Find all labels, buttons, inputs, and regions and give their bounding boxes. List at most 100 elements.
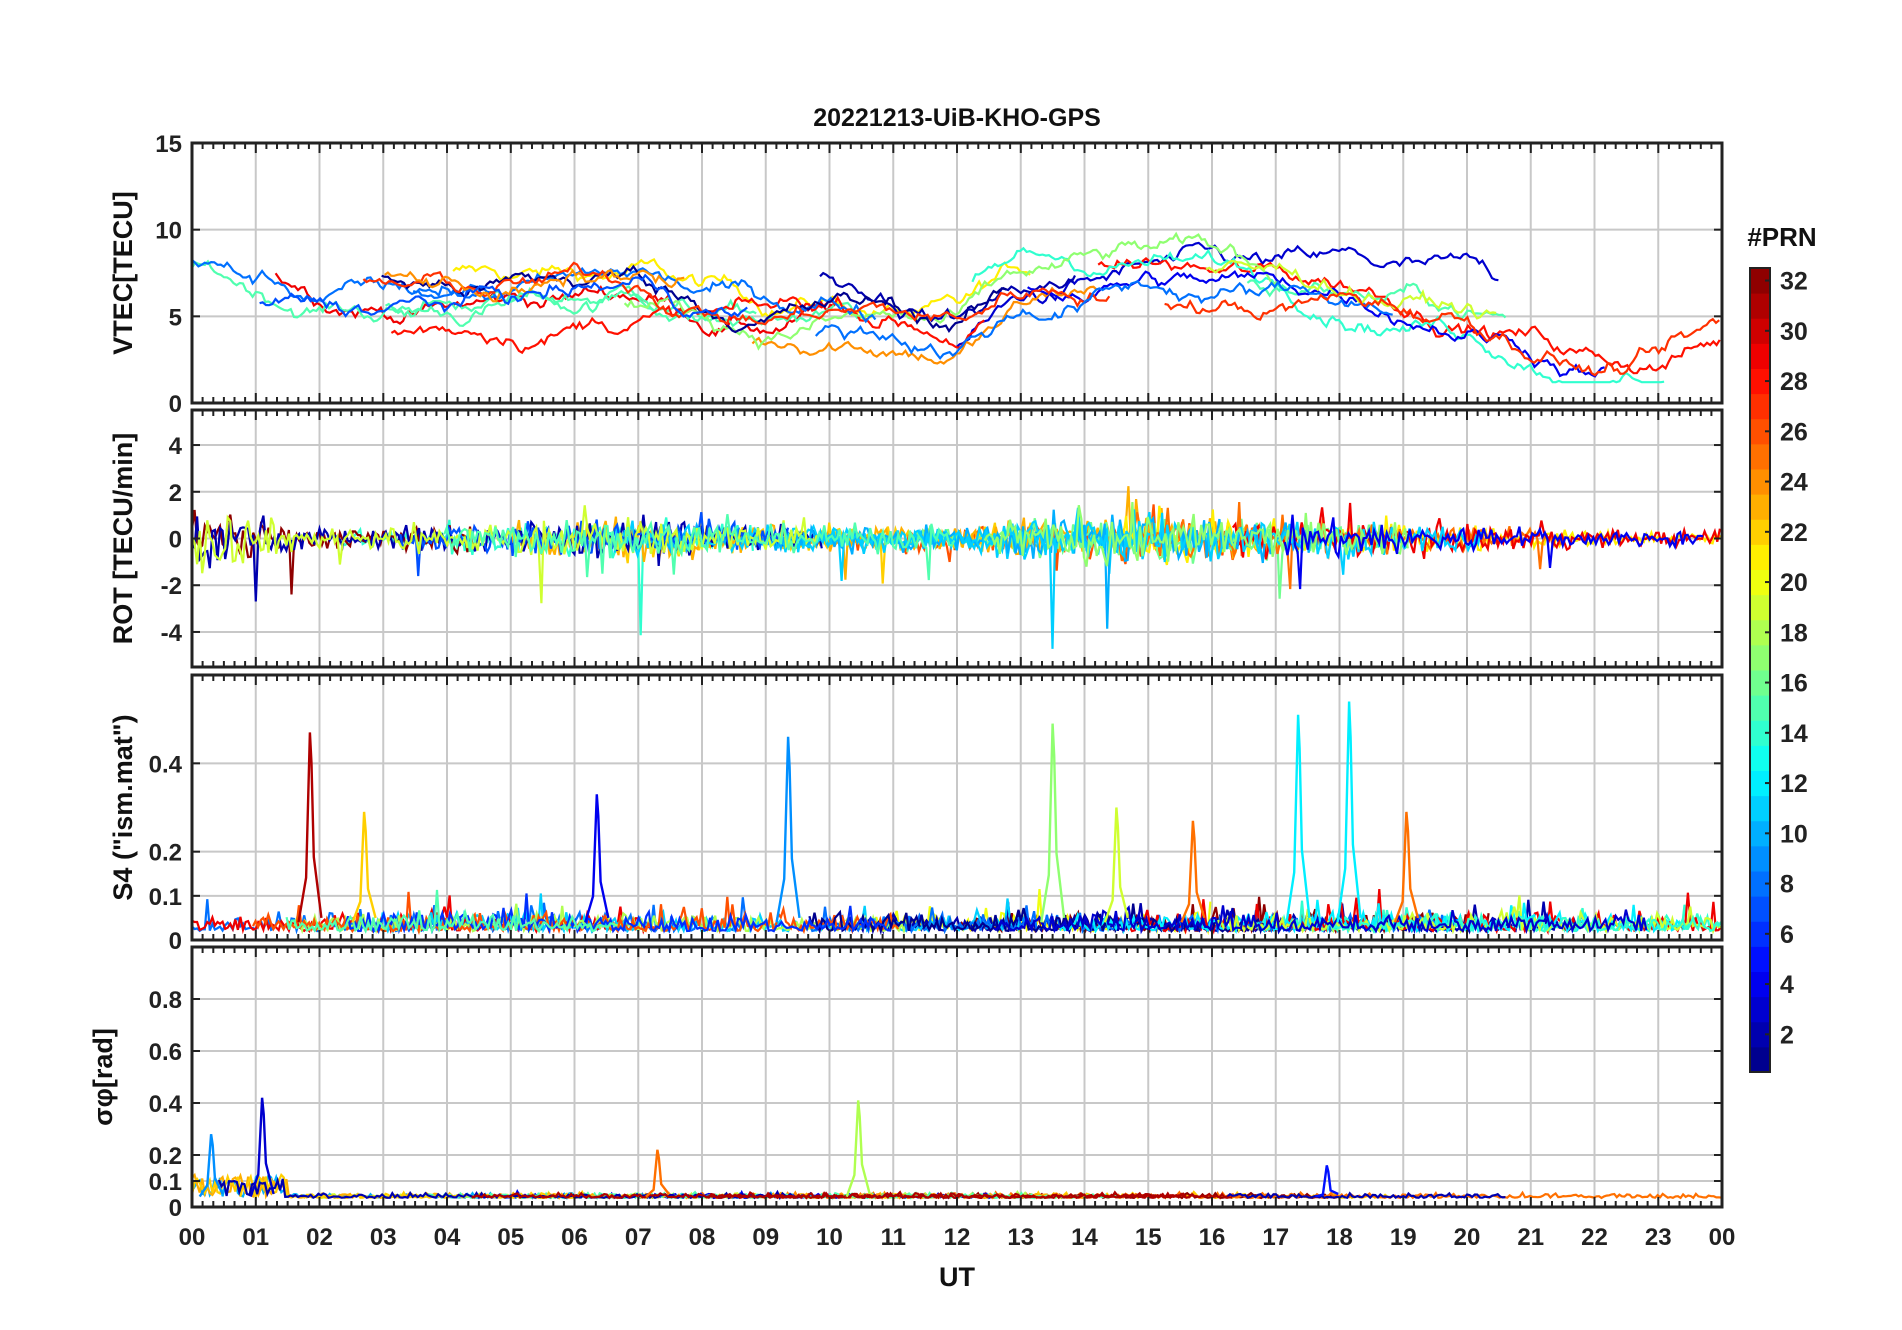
x-tick-label: 21 xyxy=(1517,1224,1544,1251)
colorbar-swatch xyxy=(1750,293,1770,319)
traces xyxy=(192,1097,1722,1201)
scintillation-peak xyxy=(584,794,610,923)
y-tick-label: -4 xyxy=(161,620,183,647)
colorbar-tick-label: 8 xyxy=(1780,871,1794,899)
prn-trace xyxy=(971,246,1665,384)
colorbar-tick-label: 22 xyxy=(1780,519,1808,547)
x-tick-label: 15 xyxy=(1135,1224,1162,1251)
scintillation-peak xyxy=(1314,1165,1339,1198)
traces xyxy=(192,231,1721,384)
y-tick-label: 4 xyxy=(169,433,183,460)
scintillation-peak xyxy=(775,736,801,923)
colorbar-swatch xyxy=(1750,996,1770,1023)
colorbar-swatch xyxy=(1750,594,1770,621)
x-axis-ticks: 00 01 02 03 04 05 06 07 08 09 10 11 12 13 14 15 16 17 18 19… xyxy=(179,1224,1736,1251)
y-tick-label: 5 xyxy=(169,304,182,331)
colorbar-swatch xyxy=(1750,268,1770,294)
prn-trace xyxy=(384,268,685,303)
prn-trace xyxy=(751,285,1098,365)
prn-trace xyxy=(192,509,474,595)
prn-trace xyxy=(992,904,1648,935)
colorbar-tick-label: 30 xyxy=(1780,318,1808,346)
x-tick-label: 00 xyxy=(1709,1224,1736,1251)
y-tick-label: 0.1 xyxy=(149,1169,182,1196)
y-tick-label: 10 xyxy=(155,218,182,245)
colorbar-swatch xyxy=(1750,393,1770,420)
colorbar-swatch xyxy=(1750,845,1770,872)
axis-ticks xyxy=(191,675,1723,940)
scintillation-peak xyxy=(249,1097,275,1197)
colorbar-swatch xyxy=(1750,544,1770,570)
prn-trace xyxy=(1205,259,1497,320)
x-tick-label: 01 xyxy=(242,1224,269,1251)
y-tick-label: 0.2 xyxy=(149,840,182,867)
colorbar-frame xyxy=(1749,267,1771,1073)
x-tick-label: 11 xyxy=(881,1224,906,1251)
x-tick-label: 05 xyxy=(497,1224,524,1251)
colorbar-title: #PRN xyxy=(1747,222,1816,252)
scintillation-peak xyxy=(1103,807,1129,923)
x-tick-label: 13 xyxy=(1007,1224,1034,1251)
scintillation-peak xyxy=(1393,811,1420,923)
x-tick-label: 22 xyxy=(1581,1224,1608,1251)
colorbar-swatch xyxy=(1750,469,1770,495)
colorbar-swatch xyxy=(1750,569,1770,596)
y-tick-label: 0 xyxy=(169,928,182,955)
y-axis-label: VTEC[TECU] xyxy=(108,191,138,355)
x-tick-label: 12 xyxy=(944,1224,971,1251)
scintillation-peak xyxy=(645,1149,670,1198)
x-tick-label: 03 xyxy=(370,1224,397,1251)
x-tick-label: 19 xyxy=(1390,1224,1417,1251)
scintillation-peak xyxy=(845,1100,871,1198)
y-tick-label: 0 xyxy=(169,1195,182,1222)
prn-trace xyxy=(192,259,496,304)
prn-trace xyxy=(259,273,748,319)
prn-trace xyxy=(452,257,1031,319)
colorbar-swatch xyxy=(1750,770,1770,797)
prn-trace xyxy=(274,272,834,338)
x-tick-label: 07 xyxy=(625,1224,652,1251)
colorbar-swatch xyxy=(1750,795,1770,822)
y-tick-label: 0.2 xyxy=(149,1143,182,1170)
colorbar-tick-label: 18 xyxy=(1780,619,1808,647)
x-tick-label: 16 xyxy=(1199,1224,1226,1251)
prn-trace xyxy=(1226,1191,1506,1200)
prn-trace xyxy=(955,241,1499,348)
colorbar-swatch xyxy=(1750,318,1770,344)
colorbar-swatch xyxy=(1750,494,1770,520)
y-tick-label: -2 xyxy=(161,573,182,600)
prn-trace xyxy=(1097,256,1721,375)
colorbar-swatch xyxy=(1750,368,1770,395)
prn-trace xyxy=(471,1190,1187,1200)
colorbar-swatch xyxy=(1750,519,1770,545)
y-axis-label: σφ[rad] xyxy=(88,1028,118,1126)
y-axis-label: S4 ("ism.mat") xyxy=(108,714,138,900)
x-tick-label: 02 xyxy=(306,1224,333,1251)
axis-ticks xyxy=(191,143,1723,403)
y-tick-label: 0.6 xyxy=(149,1039,182,1066)
colorbar-swatch xyxy=(1750,921,1770,947)
y-tick-label: 15 xyxy=(155,131,182,158)
colorbar-swatch xyxy=(1750,443,1770,470)
prn-trace xyxy=(1283,514,1704,590)
colorbar-swatch xyxy=(1750,343,1770,369)
prn-trace xyxy=(1058,899,1686,935)
x-tick-label: 08 xyxy=(689,1224,716,1251)
colorbar-swatch xyxy=(1750,946,1770,972)
x-tick-label: 18 xyxy=(1326,1224,1353,1251)
prn-trace xyxy=(623,231,1279,351)
scintillation-peak xyxy=(1040,723,1066,923)
colorbar-tick-label: 16 xyxy=(1780,670,1808,698)
axis-ticks xyxy=(191,410,1723,667)
y-tick-label: 0 xyxy=(169,391,182,418)
y-axis-label: ROT [TECU/min] xyxy=(108,433,138,644)
colorbar-swatch xyxy=(1750,695,1770,721)
colorbar-tick-label: 26 xyxy=(1780,418,1808,446)
prn-trace xyxy=(1027,270,1605,378)
colorbar-swatch xyxy=(1750,896,1770,922)
prn-trace xyxy=(443,514,956,581)
y-tick-label: 2 xyxy=(169,480,182,507)
prn-trace xyxy=(983,502,1409,567)
